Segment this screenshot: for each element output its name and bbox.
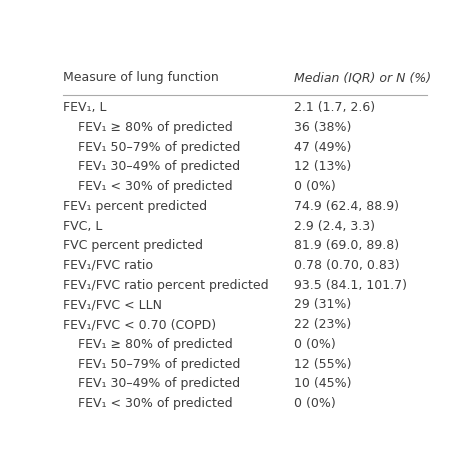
Text: FEV₁/FVC < LLN: FEV₁/FVC < LLN [63,298,162,312]
Text: 0.78 (0.70, 0.83): 0.78 (0.70, 0.83) [294,259,400,272]
Text: FEV₁ 50–79% of predicted: FEV₁ 50–79% of predicted [78,141,240,153]
Text: FVC, L: FVC, L [63,219,102,233]
Text: 0 (0%): 0 (0%) [294,397,336,410]
Text: 29 (31%): 29 (31%) [294,298,352,312]
Text: FEV₁ percent predicted: FEV₁ percent predicted [63,200,207,213]
Text: FVC percent predicted: FVC percent predicted [63,239,203,252]
Text: 22 (23%): 22 (23%) [294,318,352,331]
Text: 93.5 (84.1, 101.7): 93.5 (84.1, 101.7) [294,279,407,292]
Text: Measure of lung function: Measure of lung function [63,71,219,84]
Text: 12 (55%): 12 (55%) [294,358,352,371]
Text: FEV₁, L: FEV₁, L [63,101,107,114]
Text: 2.1 (1.7, 2.6): 2.1 (1.7, 2.6) [294,101,375,114]
Text: 36 (38%): 36 (38%) [294,121,352,134]
Text: FEV₁/FVC ratio percent predicted: FEV₁/FVC ratio percent predicted [63,279,269,292]
Text: 10 (45%): 10 (45%) [294,378,352,390]
Text: 0 (0%): 0 (0%) [294,338,336,351]
Text: 0 (0%): 0 (0%) [294,180,336,193]
Text: 47 (49%): 47 (49%) [294,141,352,153]
Text: Median (IQR) or N (%): Median (IQR) or N (%) [294,71,431,84]
Text: FEV₁ 30–49% of predicted: FEV₁ 30–49% of predicted [78,378,240,390]
Text: 81.9 (69.0, 89.8): 81.9 (69.0, 89.8) [294,239,400,252]
Text: FEV₁ < 30% of predicted: FEV₁ < 30% of predicted [78,180,232,193]
Text: 2.9 (2.4, 3.3): 2.9 (2.4, 3.3) [294,219,375,233]
Text: FEV₁ 50–79% of predicted: FEV₁ 50–79% of predicted [78,358,240,371]
Text: 12 (13%): 12 (13%) [294,160,352,173]
Text: FEV₁ ≥ 80% of predicted: FEV₁ ≥ 80% of predicted [78,121,232,134]
Text: FEV₁/FVC < 0.70 (COPD): FEV₁/FVC < 0.70 (COPD) [63,318,216,331]
Text: 74.9 (62.4, 88.9): 74.9 (62.4, 88.9) [294,200,400,213]
Text: FEV₁ < 30% of predicted: FEV₁ < 30% of predicted [78,397,232,410]
Text: FEV₁ ≥ 80% of predicted: FEV₁ ≥ 80% of predicted [78,338,232,351]
Text: FEV₁ 30–49% of predicted: FEV₁ 30–49% of predicted [78,160,240,173]
Text: FEV₁/FVC ratio: FEV₁/FVC ratio [63,259,153,272]
